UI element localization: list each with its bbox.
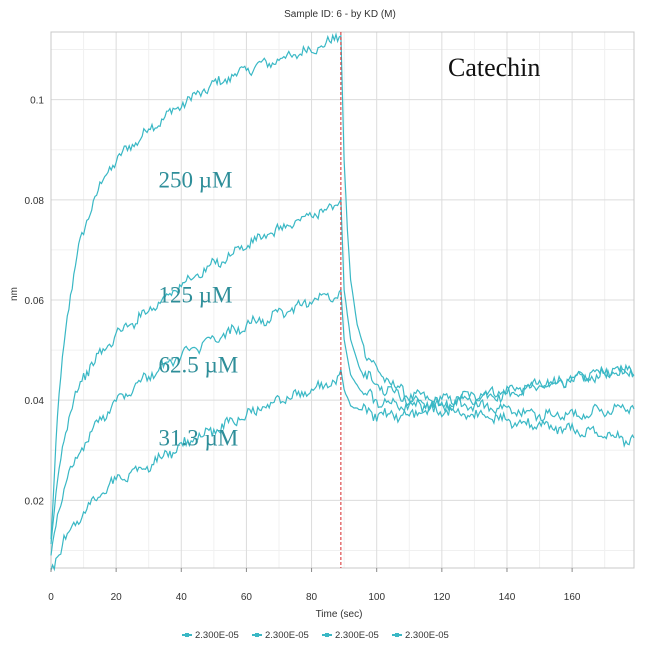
concentration-labels: 250 µM 125 µM 62.5 µM 31.3 µM [158, 167, 238, 450]
concentration-label-4: 31.3 µM [158, 425, 238, 450]
y-axis-title: nm [9, 287, 20, 301]
legend-marker [325, 633, 329, 637]
x-tick-label: 80 [306, 592, 318, 603]
concentration-label-2: 125 µM [158, 283, 232, 308]
x-axis-title: Time (sec) [316, 609, 363, 620]
chart-title: Sample ID: 6 - by KD (M) [284, 9, 396, 20]
compound-label: Catechin [448, 53, 540, 82]
x-tick-label: 100 [368, 592, 385, 603]
x-tick-label: 40 [176, 592, 188, 603]
series-layer [50, 32, 635, 572]
major-grid [51, 32, 634, 568]
legend-item-2: 2.300E-05 [252, 630, 309, 641]
x-axis-ticks: 0 20 40 60 80 100 120 140 160 [48, 568, 581, 603]
x-tick-label: 160 [564, 592, 581, 603]
plot-area-frame [50, 31, 635, 569]
series-line-2 [50, 197, 635, 545]
legend: 2.300E-05 2.300E-05 2.300E-05 2.300E-05 [182, 630, 449, 641]
series-line-3 [50, 288, 635, 556]
legend-label: 2.300E-05 [265, 630, 309, 641]
y-axis-ticks: 0.02 0.04 0.06 0.08 0.1 [25, 96, 45, 508]
legend-marker [185, 633, 189, 637]
series-line-4 [50, 369, 635, 572]
legend-item-3: 2.300E-05 [322, 630, 379, 641]
legend-item-4: 2.300E-05 [392, 630, 449, 641]
y-tick-label: 0.08 [25, 196, 45, 207]
y-tick-label: 0.04 [25, 396, 45, 407]
legend-item-1: 2.300E-05 [182, 630, 239, 641]
legend-label: 2.300E-05 [195, 630, 239, 641]
y-tick-label: 0.02 [25, 496, 45, 507]
x-tick-label: 140 [499, 592, 516, 603]
x-tick-label: 60 [241, 592, 253, 603]
y-tick-label: 0.1 [30, 96, 44, 107]
legend-label: 2.300E-05 [335, 630, 379, 641]
x-tick-label: 20 [111, 592, 123, 603]
x-tick-label: 0 [48, 592, 54, 603]
series-line-1 [50, 32, 635, 540]
legend-label: 2.300E-05 [405, 630, 449, 641]
y-tick-label: 0.06 [25, 296, 45, 307]
x-tick-label: 120 [433, 592, 450, 603]
legend-marker [395, 633, 399, 637]
concentration-label-3: 62.5 µM [158, 353, 238, 378]
legend-marker [255, 633, 259, 637]
concentration-label-1: 250 µM [158, 167, 232, 192]
